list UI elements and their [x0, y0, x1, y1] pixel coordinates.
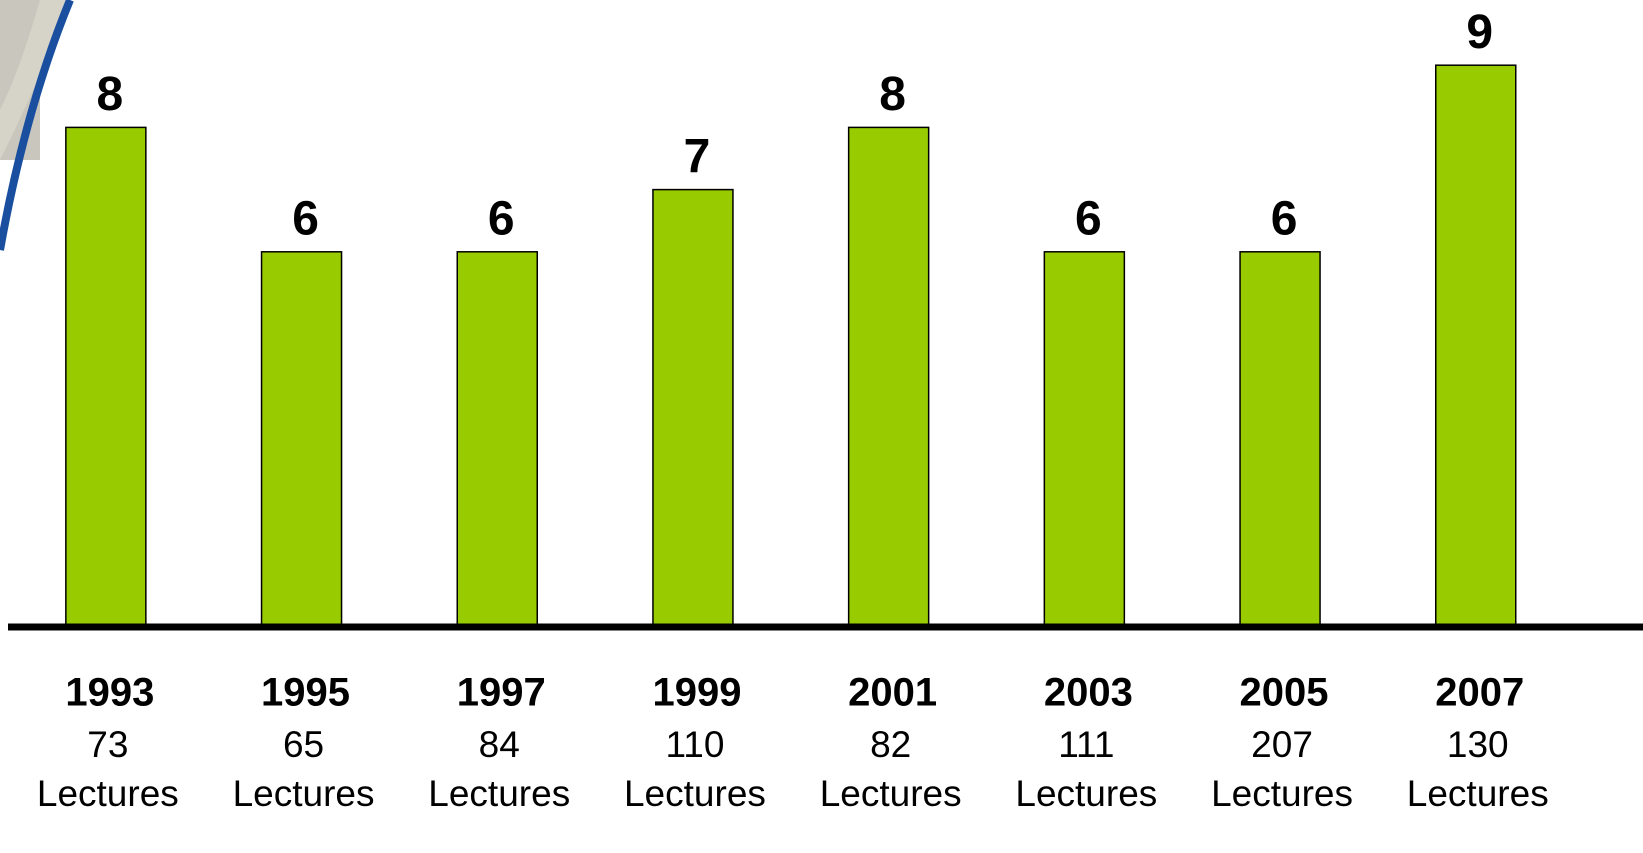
data-label: 6 [488, 192, 515, 245]
bar [260, 251, 343, 626]
lecture-count: 111 [1058, 724, 1114, 765]
x-tick-label: 2003 [1044, 671, 1133, 715]
bar [65, 126, 147, 626]
lecture-unit: Lectures [233, 773, 375, 814]
lecture-unit: Lectures [428, 773, 570, 814]
data-label: 7 [684, 130, 711, 183]
data-label: 6 [1075, 192, 1102, 245]
lecture-count: 84 [479, 724, 520, 765]
x-tick-label: 1999 [652, 671, 741, 715]
bar [1435, 64, 1517, 626]
x-tick-label: 1993 [65, 671, 154, 715]
lecture-unit: Lectures [820, 773, 962, 814]
x-tick-label: 2007 [1435, 671, 1524, 715]
lecture-count: 73 [87, 724, 128, 765]
lecture-count: 65 [283, 724, 324, 765]
x-tick-label: 2005 [1240, 671, 1329, 715]
bar [456, 251, 538, 626]
lecture-unit: Lectures [1015, 773, 1157, 814]
data-label: 6 [1271, 192, 1298, 245]
bar [1043, 251, 1126, 626]
data-label: 8 [96, 68, 123, 121]
lecture-unit: Lectures [624, 773, 766, 814]
x-tick-label: 2001 [848, 671, 937, 715]
lecture-count: 110 [665, 724, 724, 765]
lecture-count: 82 [870, 724, 911, 765]
bar [847, 126, 930, 626]
lecture-unit: Lectures [1407, 773, 1549, 814]
data-label: 9 [1466, 6, 1493, 59]
data-label: 6 [292, 192, 319, 245]
bar [1239, 251, 1321, 626]
lecture-unit: Lectures [1211, 773, 1353, 814]
lecture-count: 207 [1251, 724, 1313, 765]
lecture-unit: Lectures [37, 773, 179, 814]
decorative-arc [0, 0, 74, 251]
x-tick-label: 1995 [261, 671, 350, 715]
bar [652, 188, 734, 626]
data-label: 8 [879, 68, 906, 121]
lecture-count: 130 [1447, 724, 1509, 765]
x-tick-label: 1997 [457, 671, 546, 715]
